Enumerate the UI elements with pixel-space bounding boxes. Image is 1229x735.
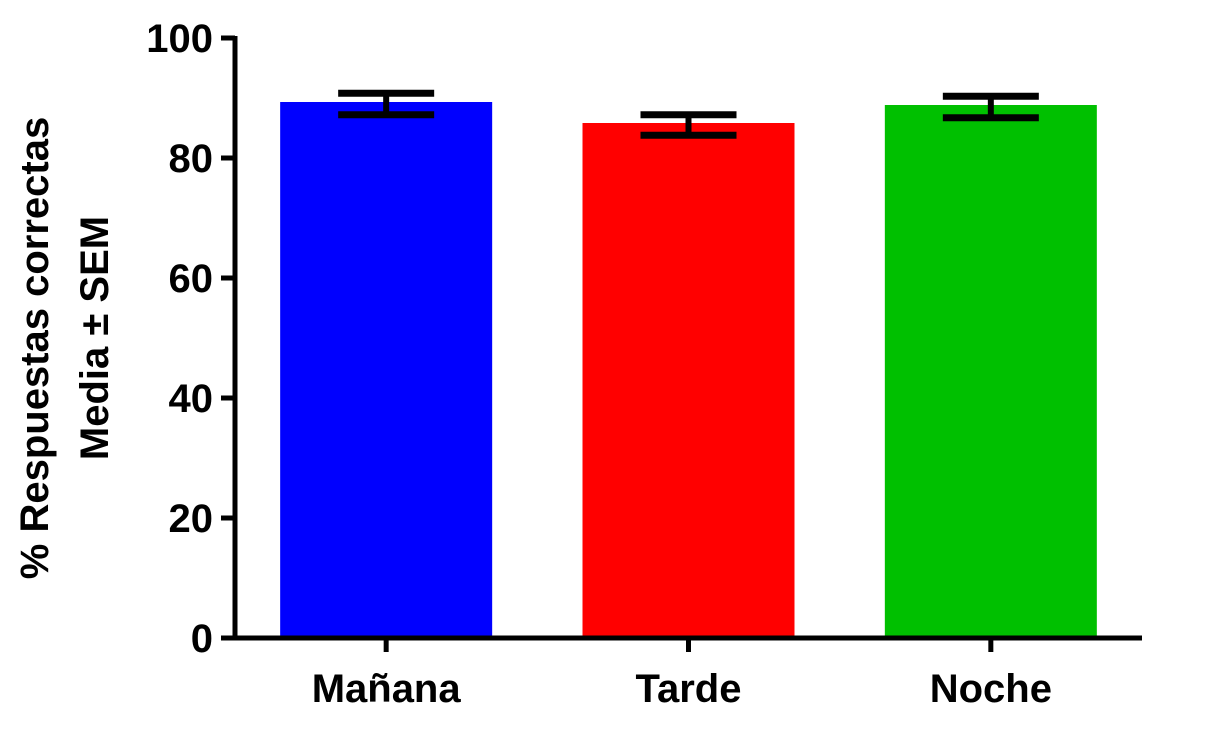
x-category-label: Tarde xyxy=(636,667,742,711)
y-tick-label: 80 xyxy=(169,137,214,181)
x-category-label: Mañana xyxy=(312,667,462,711)
y-tick-label: 0 xyxy=(191,617,213,661)
y-axis-label-line-2: Media ± SEM xyxy=(73,216,117,460)
error-bar xyxy=(640,111,737,139)
x-ticks: Mañana Tarde Noche xyxy=(312,638,1052,711)
error-bar xyxy=(942,92,1039,122)
bar-manana xyxy=(280,102,493,640)
bars-layer xyxy=(280,102,1097,640)
y-tick-label: 100 xyxy=(146,17,213,61)
y-axis-label: % Respuestas correctas Media ± SEM xyxy=(13,117,117,579)
error-bar xyxy=(338,89,435,119)
y-tick-label: 40 xyxy=(169,377,214,421)
y-ticks: 0 20 40 60 80 100 xyxy=(146,17,235,661)
x-category-label: Noche xyxy=(930,667,1052,711)
y-axis-label-line-1: % Respuestas correctas xyxy=(13,117,57,579)
bar-noche xyxy=(884,105,1097,640)
bar-tarde xyxy=(582,123,795,640)
error-bars-layer xyxy=(338,89,1039,139)
y-tick-label: 60 xyxy=(169,257,214,301)
y-tick-label: 20 xyxy=(169,497,214,541)
